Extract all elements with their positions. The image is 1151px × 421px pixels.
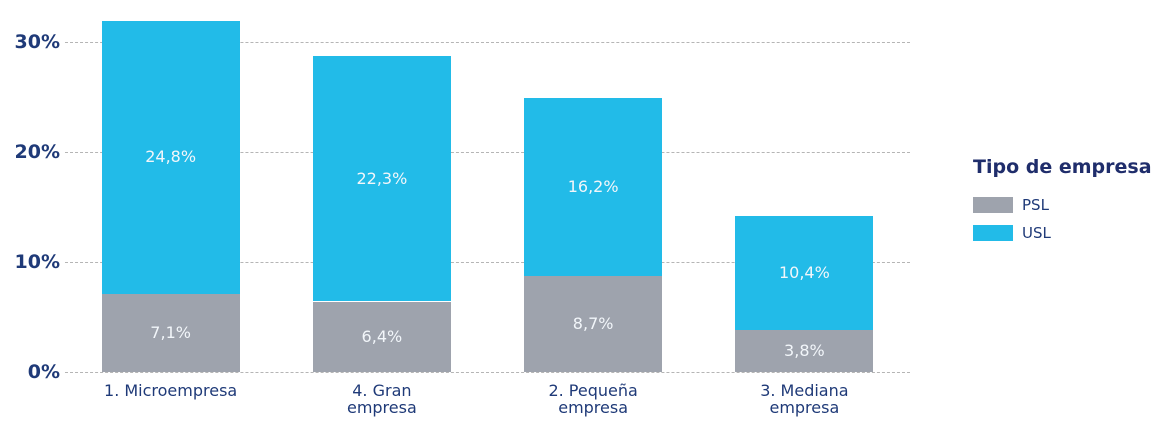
y-tick-label: 0% — [27, 361, 60, 383]
legend-label: USL — [1022, 224, 1051, 242]
y-tick-label: 10% — [14, 250, 60, 273]
legend-title: Tipo de empresa — [973, 156, 1151, 178]
value-label: 3,8% — [784, 341, 825, 361]
bar — [312, 301, 451, 372]
grid-line — [65, 41, 910, 43]
legend-swatch — [973, 225, 1013, 241]
bar — [524, 97, 663, 277]
value-label: 10,4% — [778, 262, 830, 282]
value-label: 6,4% — [361, 326, 403, 346]
legend-swatch — [973, 197, 1013, 213]
value-label: 7,1% — [150, 322, 191, 342]
bar — [101, 293, 240, 372]
x-tick-label: 1. Microempresa — [104, 381, 238, 400]
grid-line — [65, 261, 910, 263]
bar — [101, 20, 240, 294]
value-label: 16,2% — [567, 176, 619, 196]
x-tick-label: 3. Mediana empresa — [760, 381, 849, 417]
y-tick-label: 20% — [14, 140, 60, 163]
grid-line — [65, 151, 910, 153]
value-label: 24,8% — [145, 147, 197, 167]
x-tick-label: 2. Pequeña empresa — [548, 381, 638, 417]
bar — [735, 330, 874, 372]
bar — [735, 215, 874, 331]
y-tick-label: 30% — [14, 30, 60, 53]
value-label: 22,3% — [356, 168, 408, 188]
grid-line — [65, 372, 910, 373]
x-tick-label: 4. Gran empresa — [346, 381, 417, 417]
bar — [524, 276, 663, 372]
value-label: 8,7% — [572, 314, 614, 334]
bar — [312, 55, 451, 302]
legend-label: PSL — [1022, 196, 1049, 214]
